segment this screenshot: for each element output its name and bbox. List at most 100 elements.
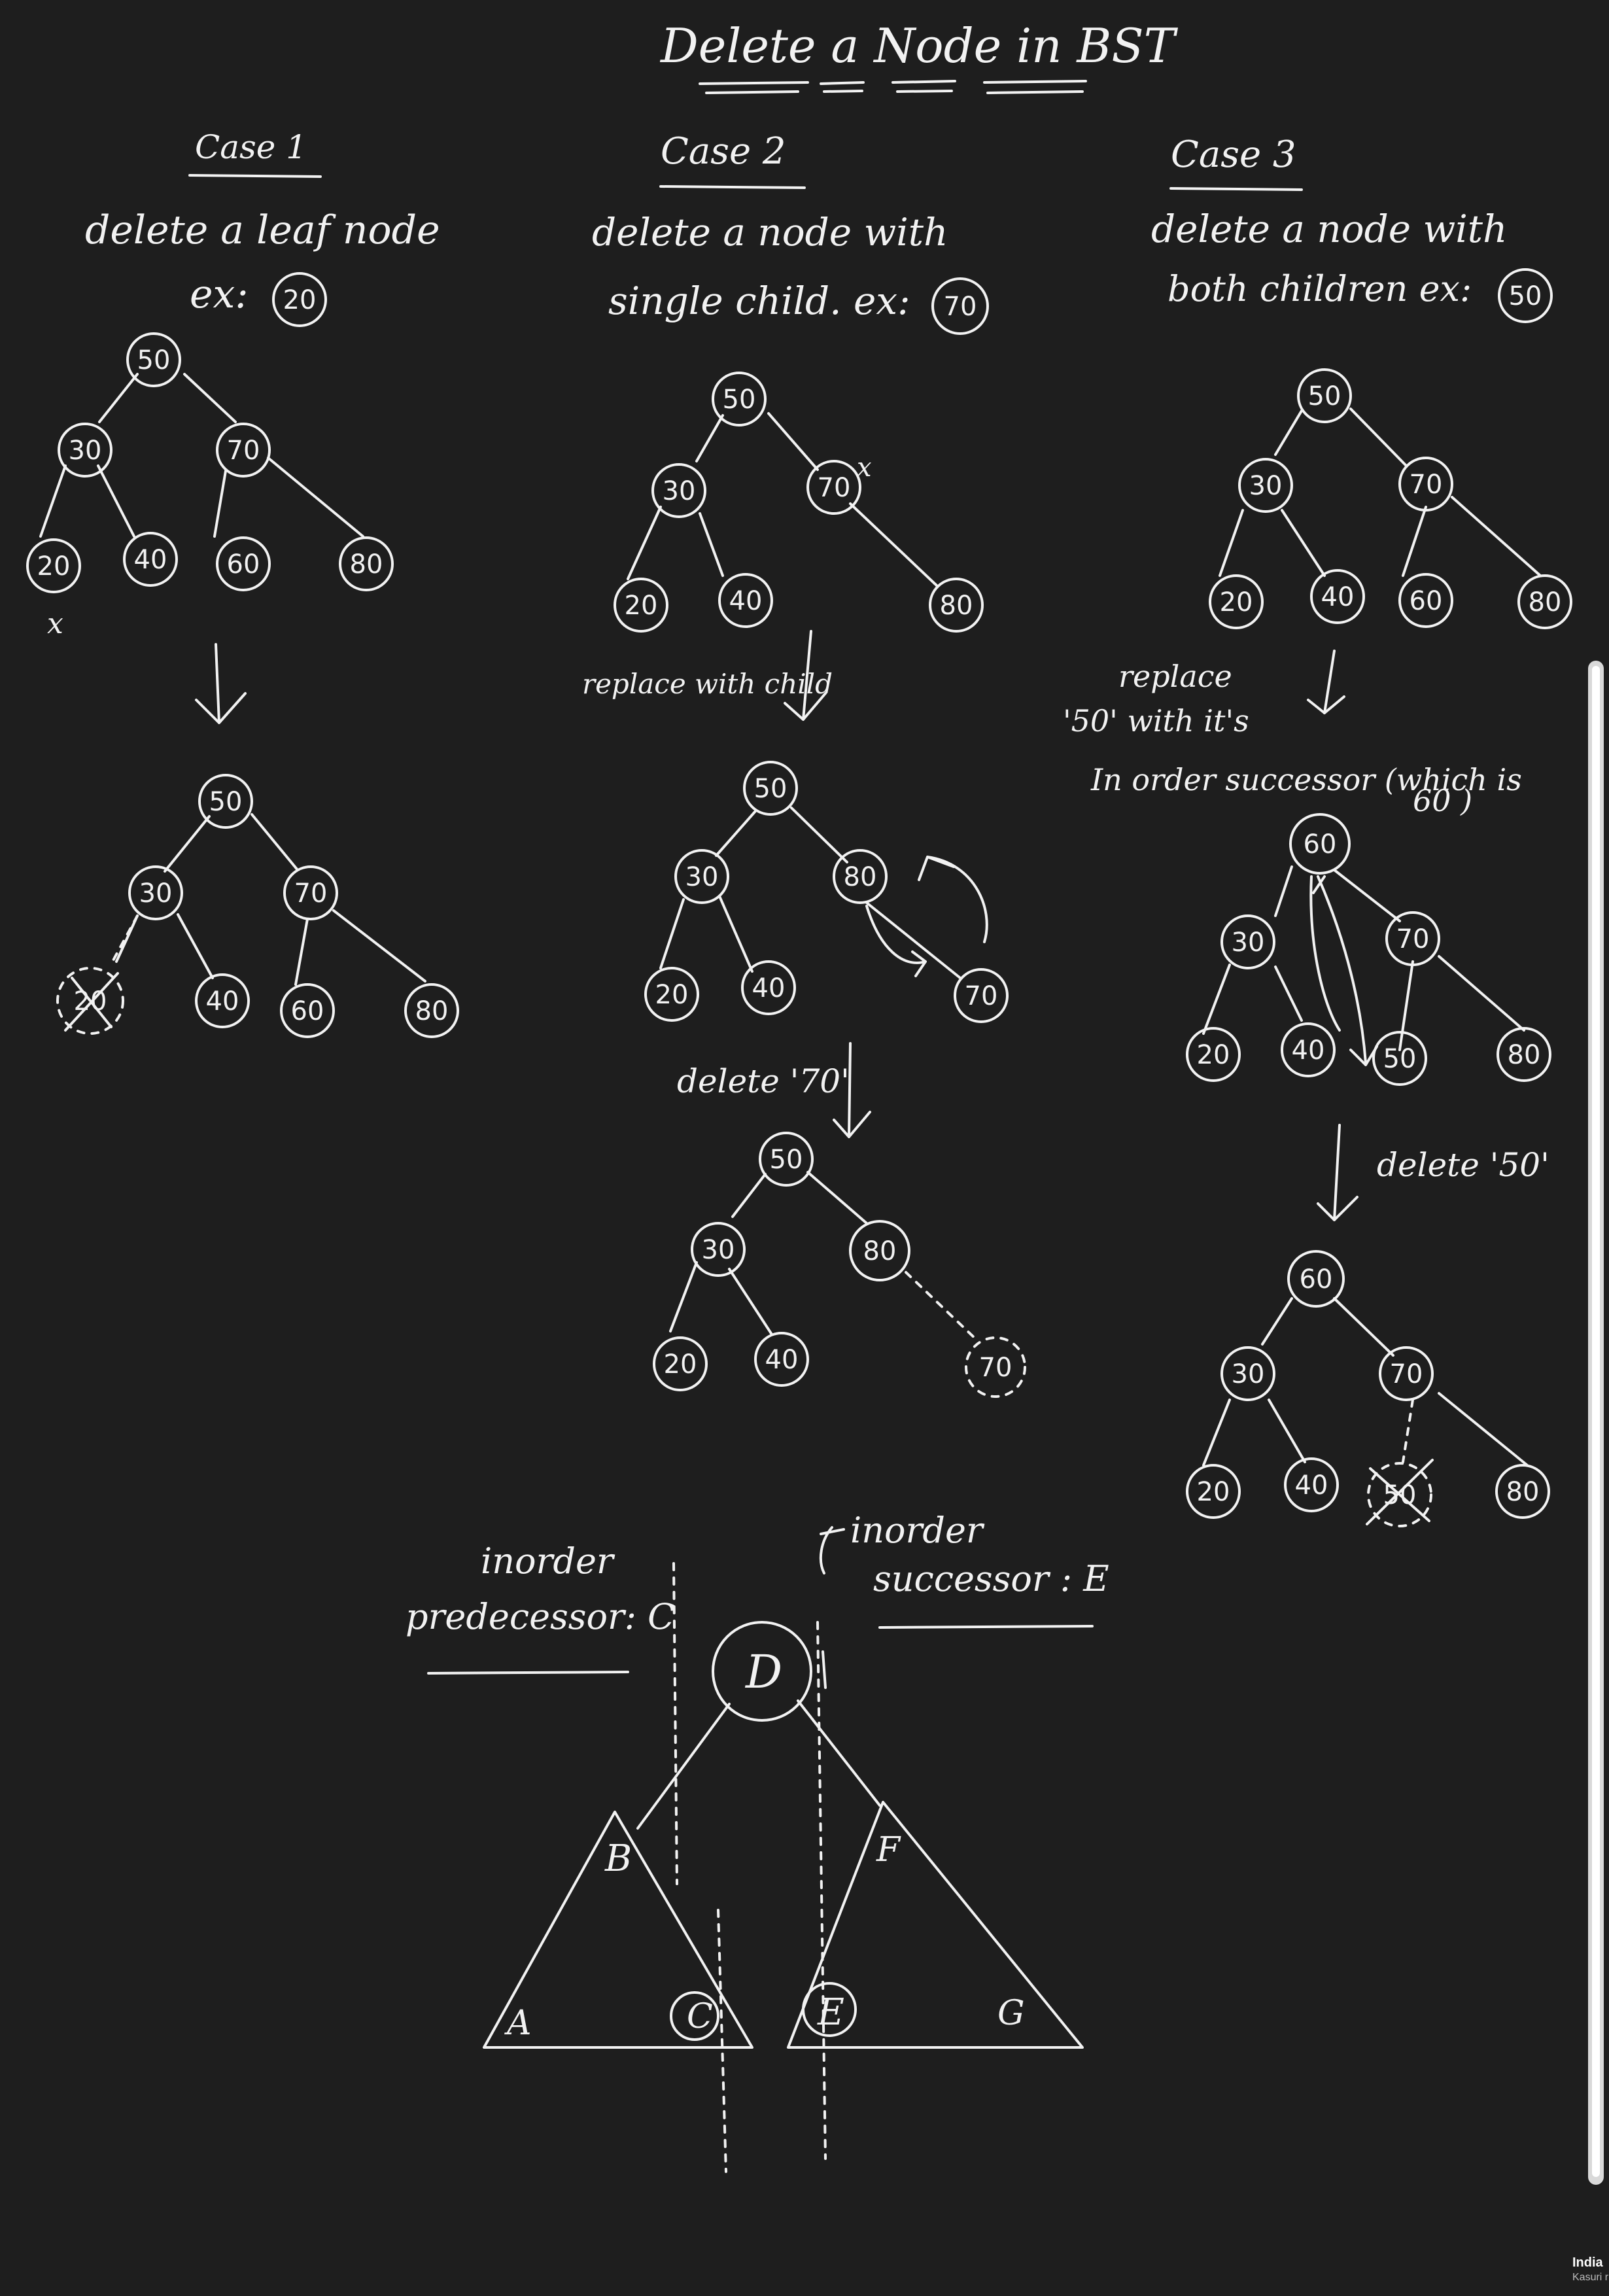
tree-node [691, 1222, 746, 1277]
predecessor-label-line1: inorder [481, 1540, 615, 1582]
tree-node [198, 774, 253, 829]
predecessor-node-circle [670, 1991, 719, 2041]
tree-node-value: 80 [1506, 1477, 1540, 1507]
case-3-heading: Case 3 [1171, 133, 1296, 176]
tree-node-value: 40 [765, 1345, 799, 1375]
tree-node [283, 865, 338, 920]
predecessor-underline [427, 1671, 629, 1675]
case-3-swap-arrows [1309, 875, 1378, 1066]
root-node-label: D [744, 1645, 782, 1699]
case-2-tree3-edges [669, 1171, 868, 1336]
tree-node-value: 20 [1197, 1477, 1230, 1507]
tree-node-value: 70 [1390, 1359, 1423, 1389]
deleted-tree-node [56, 967, 124, 1035]
case-1-tree2-removed-edge [111, 914, 139, 963]
successor-divider [816, 1621, 827, 2160]
case-2-tree2-edges [659, 807, 961, 979]
case-1-desc-line1: delete a leaf node [85, 207, 440, 253]
predecessor-divider [672, 1562, 727, 2173]
tree-node-value: 50 [209, 787, 243, 817]
case-2-tree1-edges [627, 412, 938, 587]
predecessor-label-line2: predecessor: C [406, 1596, 675, 1637]
tree-node [674, 849, 729, 904]
tree-node-value: 50 [754, 774, 787, 804]
case-3-example-circle [1498, 268, 1553, 323]
tree-node [1287, 1250, 1345, 1308]
tree-node-value: 30 [1232, 928, 1265, 958]
tree-node-value: 20 [1220, 587, 1253, 617]
tree-node-value: 30 [1249, 471, 1283, 501]
case-1-tree1-edges [39, 373, 364, 538]
case-1-delete-mark: x [47, 607, 63, 640]
vertical-scrollbar[interactable] [1588, 661, 1604, 2185]
tree-node [1186, 1027, 1241, 1082]
case-2-step2: delete '70' [677, 1062, 850, 1100]
tree-node-value: 40 [752, 973, 786, 1003]
tree-node-value: 30 [702, 1235, 735, 1265]
right-subtree-triangle [787, 1801, 1084, 2049]
case-3-step1-line1: replace [1118, 659, 1232, 694]
tree-node [929, 578, 984, 633]
tree-node-value: 60 [227, 549, 260, 580]
tree-node [806, 460, 861, 515]
successor-pointer [819, 1526, 845, 1574]
case-3-arrow2 [1317, 1124, 1358, 1221]
tree-node [651, 463, 706, 518]
successor-label-line2: successor : E [873, 1558, 1109, 1599]
case-3-tree2-edges [1202, 865, 1525, 1051]
tree-node-value: 80 [350, 549, 383, 580]
tree-node [833, 849, 888, 904]
tree-node [216, 536, 271, 591]
tree-node [1186, 1464, 1241, 1519]
tree-node-value: 50 [723, 385, 756, 415]
left-subtree-triangle [483, 1811, 753, 2049]
tree-node [128, 865, 183, 920]
corner-info-line2: Kasuri r [1572, 2272, 1609, 2283]
successor-node-label: E [817, 1991, 844, 2034]
predecessor-node-label: C [687, 1997, 713, 2036]
tree-node [754, 1332, 809, 1387]
corner-info: India Kasuri r [1572, 2254, 1609, 2293]
tree-node [1398, 457, 1453, 512]
case-3-tree2-nodes: 60 30 70 20 40 50 80 [1186, 813, 1551, 1086]
scrollbar-thumb[interactable] [1592, 666, 1600, 2177]
tree-node [1517, 574, 1572, 629]
tree-node [1297, 368, 1352, 423]
successor-label-line1: inorder [850, 1510, 985, 1551]
tree-node-value: 50 [137, 345, 171, 375]
left-subtree-root-label: B [604, 1837, 632, 1880]
case-2-example-value: 70 [944, 292, 977, 322]
tree-node [1385, 911, 1440, 966]
tree-node [216, 423, 271, 478]
tree-node [653, 1336, 708, 1391]
case-3-desc-line2: both children ex: [1168, 268, 1472, 309]
tree-node [280, 983, 335, 1038]
tree-node [849, 1220, 910, 1281]
tree-node [1495, 1464, 1550, 1519]
case-3-heading-underline [1169, 187, 1303, 191]
tree-node [1281, 1022, 1336, 1077]
tree-node [1372, 1031, 1427, 1086]
case-1: Case 1 delete a leaf node ex: 20 50 30 7… [26, 128, 459, 1038]
case-3-tree3-edges [1202, 1297, 1529, 1467]
deleted-node-cross [1366, 1459, 1434, 1525]
tree-node [712, 372, 767, 426]
tree-node-value: 40 [134, 545, 167, 575]
tree-node-value: 20 [37, 551, 71, 582]
case-1-tree2-edges [115, 813, 426, 986]
tree-node-value: 20 [625, 591, 658, 621]
tree-node [195, 973, 250, 1028]
root-node-circle [712, 1621, 812, 1722]
tree-node-value: 60 [1304, 829, 1337, 860]
tree-node [1220, 1346, 1275, 1401]
tree-node-value: 70 [1396, 924, 1430, 954]
tree-node [614, 578, 668, 633]
tree-node-value: 30 [139, 878, 173, 909]
page-title: Delete a Node in BST [659, 18, 1179, 73]
tree-node-value: 30 [69, 436, 102, 466]
case-2-tree2-nodes: 50 30 80 20 40 70 [644, 761, 1009, 1023]
tree-node [1497, 1027, 1551, 1082]
case-2-heading-underline [659, 185, 806, 189]
